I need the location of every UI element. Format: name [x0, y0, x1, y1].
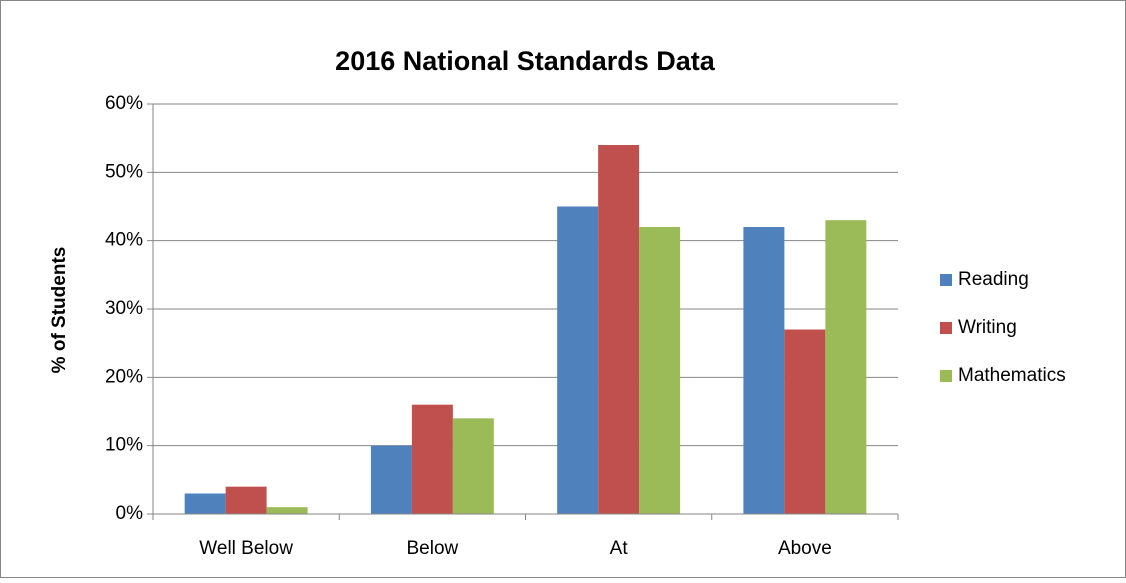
bar — [411, 404, 453, 514]
y-tick-label: 20% — [105, 366, 143, 387]
bar — [184, 493, 226, 514]
x-tick-label: At — [610, 538, 629, 559]
y-tick-label: 0% — [116, 503, 144, 524]
y-tick-label: 30% — [105, 298, 143, 319]
legend-label: Writing — [958, 317, 1017, 338]
bar — [370, 445, 412, 514]
y-tick-label: 40% — [105, 230, 143, 251]
legend-swatch — [940, 322, 952, 334]
legend-swatch — [940, 274, 952, 286]
bar — [557, 206, 599, 514]
bar — [598, 145, 640, 514]
bar — [639, 227, 681, 514]
x-tick-label: Well Below — [199, 538, 293, 559]
y-tick-label: 50% — [105, 161, 143, 182]
y-tick-label: 60% — [105, 93, 143, 114]
bar — [452, 418, 494, 514]
legend-label: Mathematics — [958, 365, 1066, 386]
bar — [266, 507, 308, 514]
legend-label: Reading — [958, 269, 1029, 290]
chart-title: 2016 National Standards Data — [335, 46, 716, 76]
legend-swatch — [940, 370, 952, 382]
bar — [743, 227, 785, 514]
x-tick-label: Below — [407, 538, 459, 559]
y-axis-label: % of Students — [49, 247, 70, 374]
bar — [825, 220, 867, 514]
bar — [225, 486, 267, 514]
x-tick-label: Above — [778, 538, 832, 559]
y-tick-label: 10% — [105, 435, 143, 456]
bar — [784, 329, 826, 514]
